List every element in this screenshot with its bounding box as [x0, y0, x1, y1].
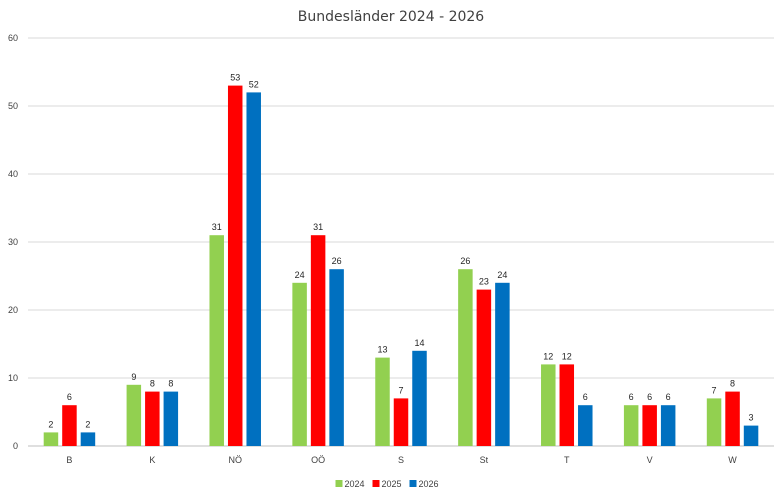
- bar-2026: [329, 269, 344, 446]
- bar-2026: [412, 350, 427, 446]
- bar-2024: [375, 357, 390, 446]
- data-label: 23: [479, 277, 489, 287]
- y-tick-label: 10: [8, 373, 18, 383]
- bar-2025: [476, 289, 492, 446]
- x-tick-label: S: [398, 455, 404, 465]
- bars: [43, 85, 759, 447]
- data-label: 6: [583, 392, 588, 402]
- bar-2025: [559, 364, 575, 446]
- bar-2024: [458, 269, 473, 446]
- data-label: 52: [249, 79, 259, 89]
- data-label: 3: [749, 413, 754, 423]
- y-tick-label: 60: [8, 33, 18, 43]
- legend-label-2026: 2026: [419, 479, 439, 489]
- data-label: 8: [730, 379, 735, 389]
- bar-2025: [642, 405, 657, 446]
- data-label: 2: [85, 419, 90, 429]
- x-tick-label: T: [564, 455, 570, 465]
- x-tick-label: OÖ: [311, 455, 325, 465]
- bar-2024: [126, 384, 142, 446]
- data-label: 12: [543, 351, 553, 361]
- bar-2024: [706, 398, 722, 446]
- data-label: 8: [150, 379, 155, 389]
- chart-title: Bundesländer 2024 - 2026: [298, 9, 484, 25]
- data-label: 31: [212, 222, 222, 232]
- x-tick-label: St: [480, 455, 489, 465]
- bar-2026: [660, 405, 676, 446]
- x-axis-ticks: B K NÖ OÖ S St T V W: [66, 455, 737, 465]
- bar-2024: [209, 235, 224, 446]
- x-tick-label: W: [728, 455, 737, 465]
- y-tick-label: 40: [8, 169, 18, 179]
- x-tick-label: B: [66, 455, 72, 465]
- bar-2025: [310, 235, 326, 446]
- bar-2024: [43, 432, 59, 446]
- data-label: 12: [562, 351, 572, 361]
- legend-label-2024: 2024: [345, 479, 365, 489]
- data-label: 6: [67, 392, 72, 402]
- bar-2025: [62, 405, 77, 446]
- data-label: 31: [313, 222, 323, 232]
- data-label: 6: [629, 392, 634, 402]
- legend-swatch-2026: [409, 480, 417, 487]
- bar-2026: [495, 282, 510, 446]
- x-tick-label: V: [647, 455, 653, 465]
- data-label: 8: [168, 379, 173, 389]
- bar-2026: [743, 425, 759, 446]
- legend-swatch-2025: [372, 480, 380, 487]
- y-tick-label: 20: [8, 305, 18, 315]
- data-label: 26: [460, 256, 470, 266]
- legend-swatch-2024: [335, 480, 343, 487]
- bar-2024: [541, 364, 556, 446]
- y-tick-label: 30: [8, 237, 18, 247]
- data-label: 2: [48, 419, 53, 429]
- bar-2026: [80, 432, 96, 446]
- bar-2024: [623, 405, 639, 446]
- bar-2026: [246, 92, 261, 447]
- data-label: 6: [647, 392, 652, 402]
- data-label: 24: [497, 270, 507, 280]
- data-label: 7: [712, 385, 717, 395]
- bar-2025: [145, 391, 160, 446]
- legend-label-2025: 2025: [382, 479, 402, 489]
- bar-2026: [163, 391, 179, 446]
- data-label: 9: [131, 372, 136, 382]
- bar-2026: [578, 405, 593, 446]
- y-tick-label: 50: [8, 101, 18, 111]
- legend: 2024 2025 2026: [335, 479, 439, 489]
- y-axis-ticks: 0 10 20 30 40 50 60: [8, 33, 18, 451]
- data-label: 7: [398, 385, 403, 395]
- data-label: 53: [230, 73, 240, 83]
- data-label: 24: [295, 270, 305, 280]
- bar-2025: [725, 391, 740, 446]
- y-tick-label: 0: [13, 441, 18, 451]
- data-label: 26: [332, 256, 342, 266]
- bar-2024: [292, 282, 307, 446]
- x-tick-label: K: [149, 455, 155, 465]
- bar-2025: [393, 398, 409, 446]
- gridlines: [28, 37, 774, 447]
- data-label: 6: [666, 392, 671, 402]
- data-label: 14: [414, 338, 424, 348]
- data-label: 13: [377, 345, 387, 355]
- bar-2025: [227, 85, 243, 446]
- x-tick-label: NÖ: [228, 455, 242, 465]
